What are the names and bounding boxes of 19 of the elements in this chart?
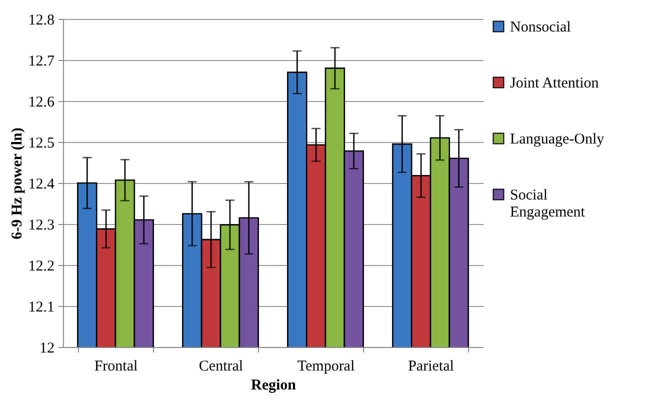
y-tick-label: 12.3 (28, 218, 54, 234)
x-tick-label: Parietal (408, 358, 454, 374)
legend-label: Language-Only (510, 132, 605, 148)
x-axis-title: Region (251, 378, 297, 394)
legend-label: Joint Attention (510, 76, 600, 92)
y-tick-label: 12.8 (28, 12, 54, 28)
legend-label: Nonsocial (510, 20, 571, 36)
x-tick-label: Frontal (94, 358, 138, 374)
y-tick-label: 12.6 (28, 94, 55, 110)
y-tick-label: 12.2 (28, 258, 54, 274)
legend-label: Social Engagement (510, 188, 586, 220)
y-tick-label: 12.1 (28, 300, 54, 316)
x-tick-label: Central (198, 358, 244, 374)
y-tick-label: 12.5 (28, 136, 54, 152)
y-axis-title: 6-9 Hz power (ln) (9, 128, 26, 240)
y-tick-label: 12.7 (28, 54, 55, 70)
x-tick-label: Temporal (297, 358, 355, 374)
y-tick-label: 12 (40, 340, 54, 356)
y-tick-label: 12.4 (28, 176, 55, 192)
